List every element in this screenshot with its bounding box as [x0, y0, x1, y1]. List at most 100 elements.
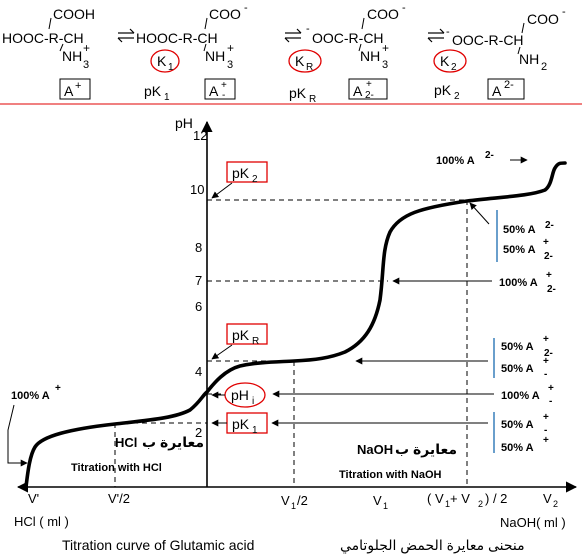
x-tick-v1-half: V 1 /2: [281, 493, 308, 511]
backbone-label: OOC-R-CH: [452, 32, 524, 48]
hcl-titration-label: HCl معايرة ب Titration with HCl: [71, 434, 204, 474]
x-tick-labels: V' V'/2 V 1 /2 V 1 ( V 1 + V 2 ) / 2 V 2: [28, 491, 558, 511]
svg-text:معايرة ب: معايرة ب: [395, 441, 457, 458]
form-box-a-dianion: A 2-: [488, 79, 524, 99]
y-tick-4: 4: [195, 364, 202, 379]
amine-charge: +: [227, 41, 234, 55]
label-50-a-pm-upper: 50% A + -: [501, 356, 549, 380]
backbone-label: OOC-R-CH: [312, 30, 384, 46]
svg-text:pK: pK: [144, 83, 162, 99]
svg-text:A: A: [353, 83, 363, 99]
carboxylate-label: COO: [209, 6, 241, 22]
species-cationic-full: COOH HOOC-R-CH NH 3 +: [2, 6, 95, 71]
svg-text:+: +: [543, 237, 549, 248]
svg-text:pK: pK: [232, 165, 250, 181]
x-tick-v-prime-half: V'/2: [108, 491, 130, 506]
label-100-a-pm: 100% A + -: [273, 383, 554, 407]
kr-label: K: [295, 53, 305, 69]
equilibrium-arrow-1: [118, 29, 134, 42]
svg-text:A: A: [492, 83, 502, 99]
k2-label: K: [440, 53, 450, 69]
carboxylate-charge-left: -: [446, 26, 450, 38]
svg-text:2: 2: [478, 499, 483, 509]
svg-text:+: +: [548, 383, 554, 394]
svg-text:50% A: 50% A: [503, 224, 536, 236]
svg-text:i: i: [252, 396, 254, 407]
carboxylate-label: COO: [527, 11, 559, 27]
caption-english: Titration curve of Glutamic acid: [62, 537, 254, 553]
label-50-a-pm-2minus-upper: 50% A + 2-: [503, 237, 553, 262]
svg-text:50% A: 50% A: [501, 363, 534, 375]
svg-text:1: 1: [383, 501, 388, 511]
svg-text:pK: pK: [232, 327, 250, 343]
k1-subscript: 1: [168, 62, 174, 73]
svg-text:2: 2: [553, 499, 558, 509]
svg-text:100% A: 100% A: [499, 277, 538, 289]
svg-text:Titration with HCl: Titration with HCl: [71, 462, 162, 474]
titration-curve: [26, 163, 565, 487]
svg-text:2-: 2-: [485, 150, 494, 161]
amine-charge: +: [382, 41, 389, 55]
svg-text:+: +: [75, 80, 81, 92]
svg-text:Titration with NaOH: Titration with NaOH: [339, 469, 442, 481]
y-axis-label: pH: [175, 115, 193, 131]
kr-subscript: R: [306, 62, 313, 73]
svg-text:2-: 2-: [547, 284, 556, 295]
svg-text:1: 1: [252, 425, 258, 436]
carboxylate-label: COO: [367, 6, 399, 22]
bracket-pkr: [356, 338, 494, 378]
pk1-callout: pK 1: [212, 413, 267, 436]
svg-text:+: +: [543, 412, 549, 423]
svg-text:2-: 2-: [544, 251, 553, 262]
form-box-a-monoanion: A + 2-: [349, 79, 387, 101]
svg-text:V: V: [373, 493, 382, 508]
y-tick-7: 7: [195, 273, 202, 288]
amine-subscript: 3: [227, 59, 233, 71]
form-box-a-zwitter: A + -: [205, 79, 235, 101]
carboxylate-charge-left: -: [306, 23, 310, 35]
svg-text:1: 1: [291, 501, 296, 511]
svg-text:pK: pK: [289, 85, 307, 101]
svg-text:2-: 2-: [504, 79, 514, 91]
svg-text:A: A: [209, 83, 219, 99]
amine-subscript: 3: [83, 59, 89, 71]
svg-text:+: +: [543, 356, 549, 367]
svg-text:-: -: [222, 90, 225, 101]
svg-text:100% A: 100% A: [11, 390, 50, 402]
y-tick-10: 10: [190, 182, 204, 197]
svg-text:1: 1: [164, 92, 170, 103]
pkr-callout: pK R: [212, 324, 267, 359]
svg-text:R: R: [252, 336, 259, 347]
label-50-a-plus: 50% A +: [501, 435, 549, 454]
x-tick-v-prime: V': [28, 491, 39, 506]
form-box-a-plus: A +: [60, 79, 90, 99]
kr-circle: [289, 50, 321, 72]
svg-text:2-: 2-: [545, 220, 554, 231]
axes: pH: [18, 115, 576, 487]
bracket-pk2: [470, 203, 497, 262]
k2-subscript: 2: [451, 62, 457, 73]
svg-text:2: 2: [454, 91, 460, 102]
label-50-a-2minus: 50% A 2-: [503, 220, 554, 236]
amine-label: NH: [62, 48, 82, 64]
backbone-label: HOOC-R-CH: [2, 30, 84, 46]
pk2-callout: pK 2: [212, 162, 267, 198]
svg-text:50% A: 50% A: [501, 341, 534, 353]
svg-text:+: +: [546, 270, 552, 281]
svg-text:2: 2: [252, 174, 258, 185]
carboxylate-charge: -: [402, 2, 406, 14]
k2-circle: [434, 50, 466, 72]
equilibrium-arrow-2: [285, 29, 301, 42]
svg-text:+ V: + V: [450, 491, 470, 506]
backbone-label: HOOC-R-CH: [136, 30, 218, 46]
svg-text:/2: /2: [297, 493, 308, 508]
carboxylate-charge: -: [244, 2, 248, 14]
pk1-header-label: pK 1: [144, 83, 170, 103]
x-tick-v2: V 2: [543, 491, 558, 509]
x-tick-v1-plus-v2-half: ( V 1 + V 2 ) / 2: [427, 491, 507, 509]
carboxyl-label: COOH: [53, 6, 95, 22]
pkr-header-label: pK R: [289, 85, 316, 105]
y-tick-12: 12: [193, 128, 207, 143]
svg-text:+: +: [366, 79, 372, 90]
